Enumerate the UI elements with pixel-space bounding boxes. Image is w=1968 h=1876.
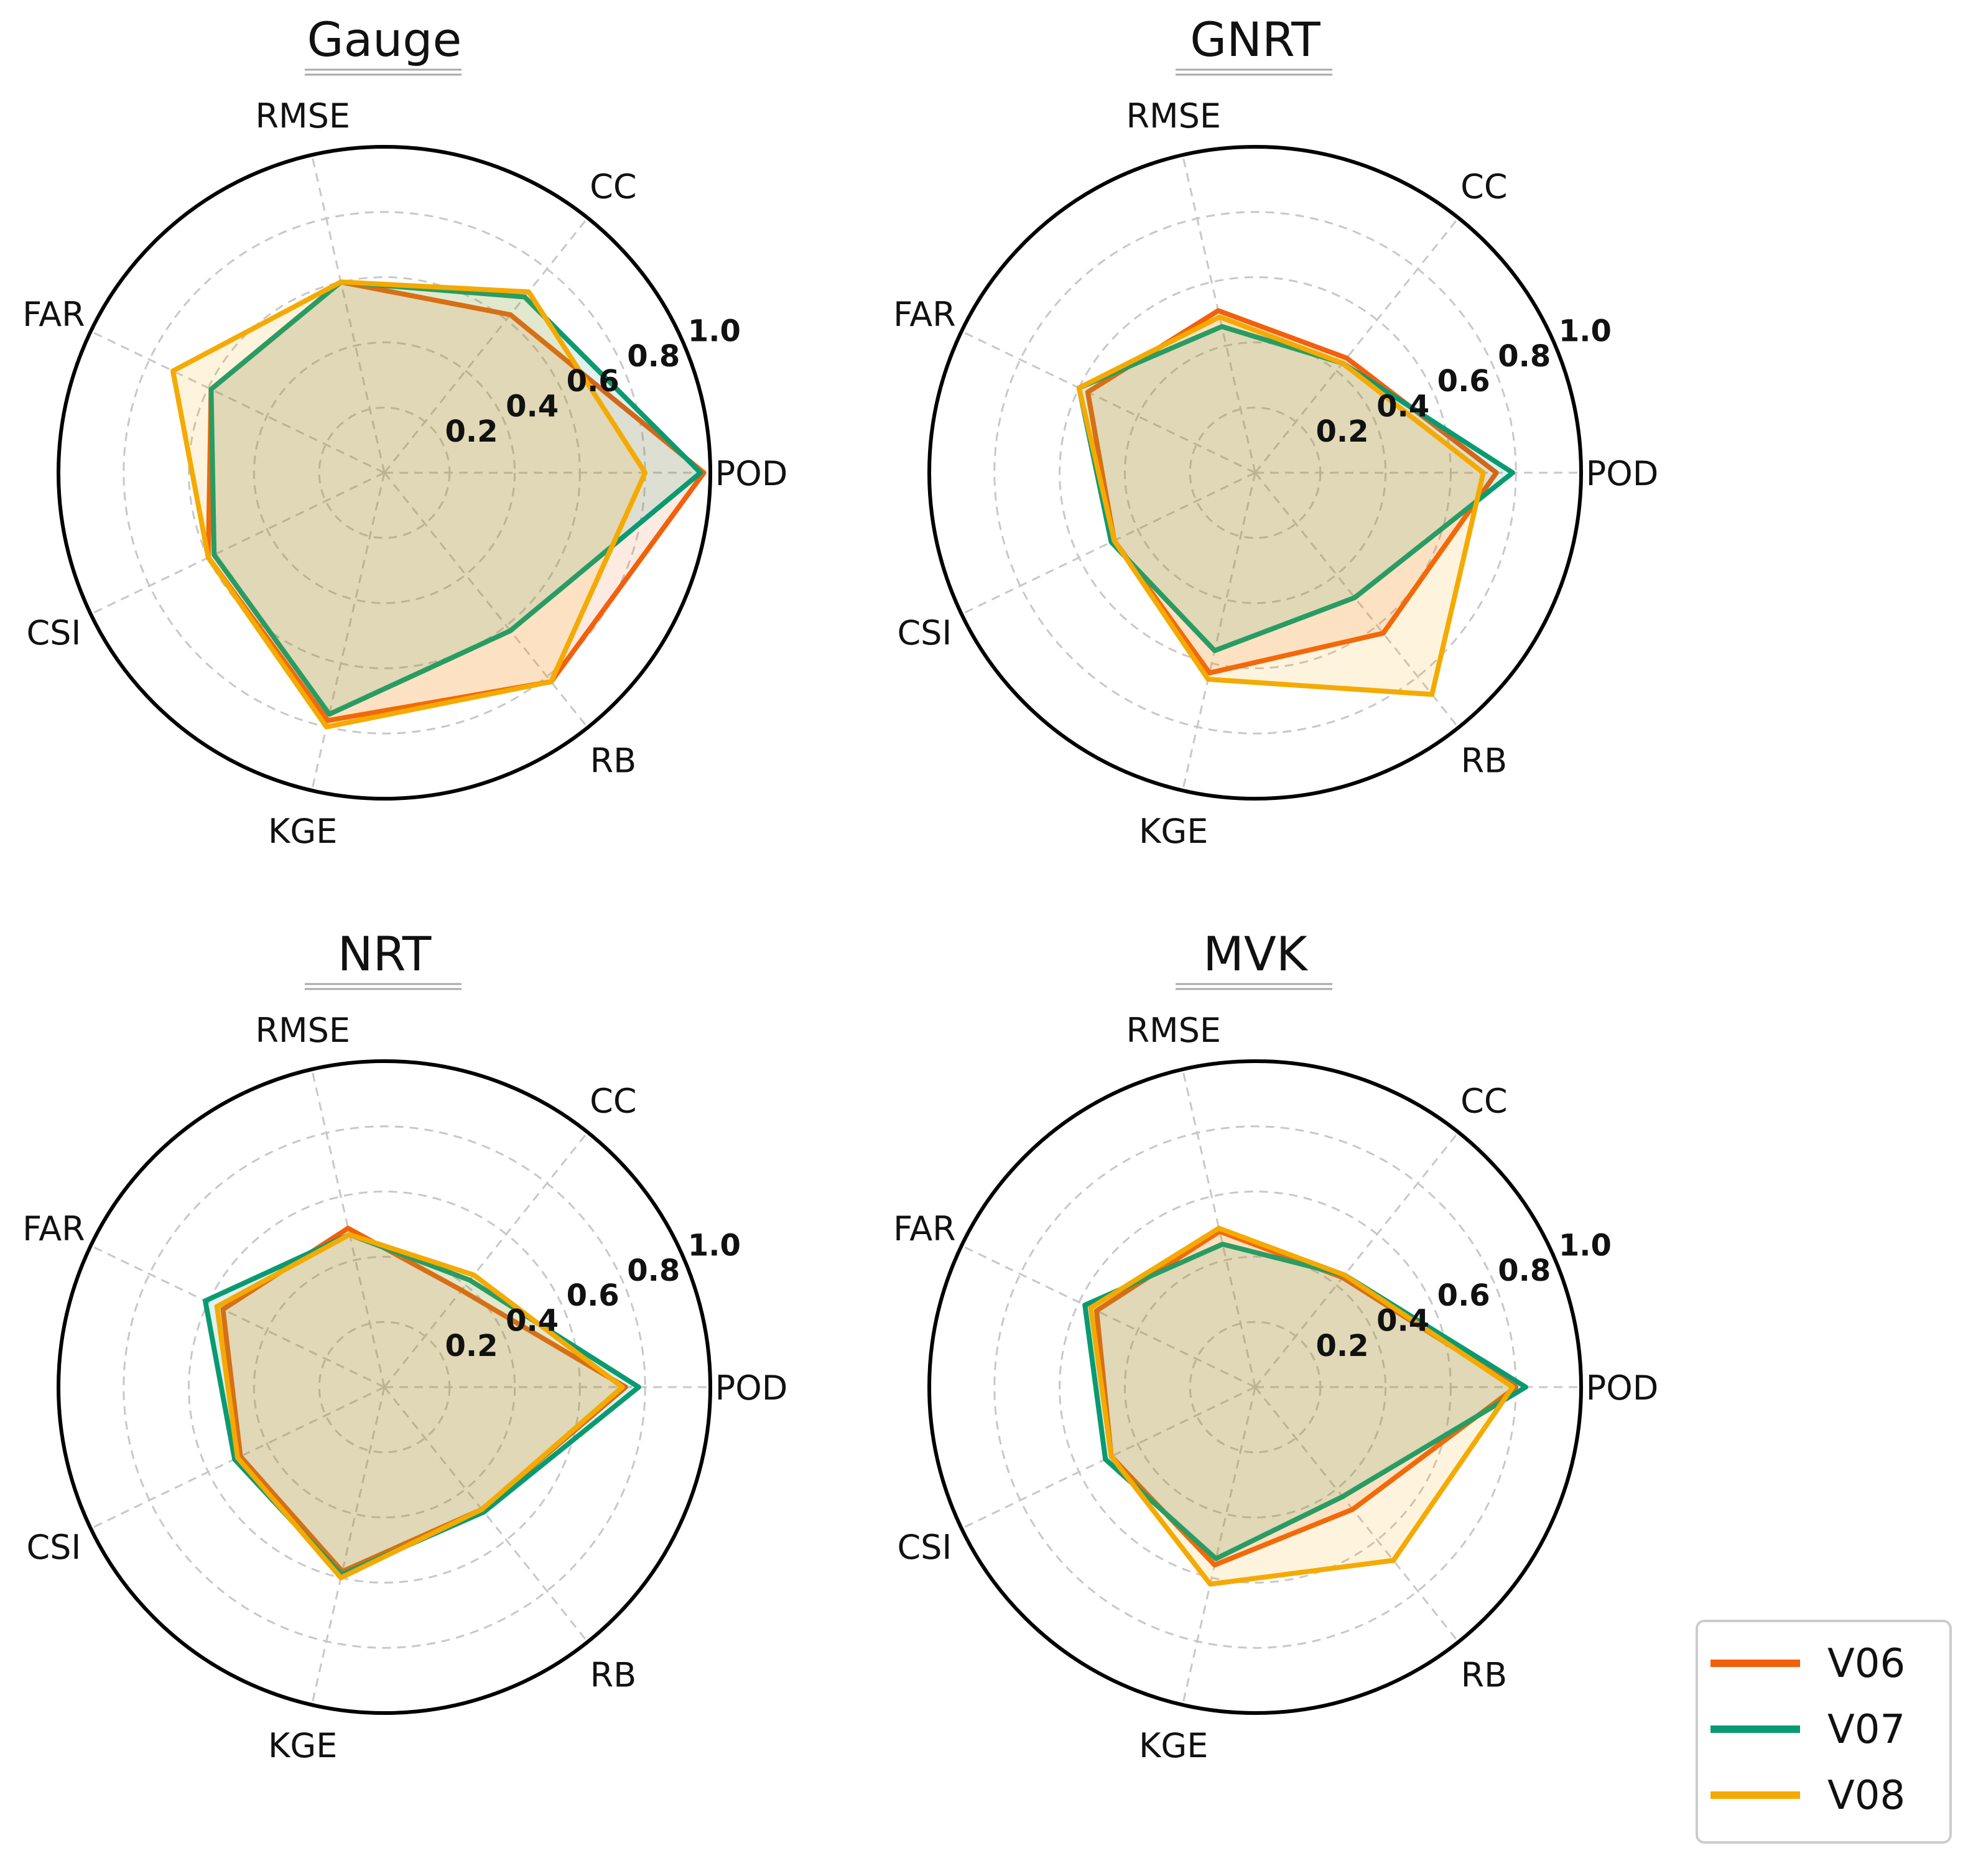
axis-label-rb: RB — [1461, 1655, 1508, 1694]
axis-label-rmse: RMSE — [1126, 96, 1221, 136]
axis-label-kge: KGE — [268, 1726, 337, 1765]
axis-label-cc: CC — [1460, 167, 1507, 207]
grid-ring — [1123, 1255, 1387, 1519]
radial-tick-label: 0.2 — [445, 1329, 498, 1363]
axis-label-pod: POD — [1586, 1368, 1659, 1408]
grid-spoke — [1254, 217, 1459, 473]
series-v08-polygon — [1088, 1225, 1515, 1587]
outer-ring — [57, 1059, 712, 1715]
radial-tick-label: 0.8 — [627, 339, 680, 374]
grid-spoke — [383, 1386, 588, 1643]
axis-label-rb: RB — [590, 1655, 637, 1694]
panel-title: Gauge — [307, 12, 462, 67]
grid-spoke — [90, 330, 385, 474]
radar-panel-gnrt: GNRT POD CC RMSE FAR CSI KGE RB 0.20.40.60.81.0 — [893, 12, 1658, 851]
radial-tick-label: 0.4 — [1376, 1304, 1429, 1339]
radar-panel-nrt: NRT POD CC RMSE FAR CSI KGE RB 0.20.40.60.81.0 — [22, 926, 787, 1765]
radial-tick-label: 1.0 — [688, 313, 741, 348]
panel-title: MVK — [1203, 926, 1309, 982]
panel-title: NRT — [338, 926, 432, 982]
grid-spoke — [90, 471, 385, 615]
grid-spoke — [961, 330, 1256, 474]
grid-spoke — [310, 1386, 386, 1706]
grid-spoke — [310, 154, 386, 473]
axis-label-rb: RB — [590, 741, 637, 780]
radial-tick-label: 1.0 — [1559, 313, 1612, 348]
grid-spoke — [1181, 1069, 1256, 1388]
axis-label-csi: CSI — [26, 613, 81, 652]
radial-tick-label: 0.8 — [627, 1253, 680, 1288]
legend: V06 V07 V08 — [1696, 1620, 1952, 1844]
axis-label-csi: CSI — [897, 1528, 952, 1567]
axis-label-cc: CC — [590, 1082, 636, 1121]
grid-spoke — [1254, 1386, 1459, 1643]
legend-label-v08: V08 — [1827, 1773, 1905, 1819]
series-v07-polygon — [208, 279, 703, 717]
axis-label-pod: POD — [715, 1368, 788, 1408]
legend-label-v07: V07 — [1827, 1707, 1905, 1753]
grid-spoke — [1181, 154, 1256, 473]
panel-title: GNRT — [1190, 12, 1321, 67]
grid-spoke — [1181, 472, 1256, 791]
grid-spoke — [90, 1386, 385, 1530]
axis-label-rb: RB — [1461, 741, 1508, 780]
axis-label-rmse: RMSE — [1126, 1011, 1221, 1050]
grid-ring — [1123, 341, 1387, 605]
grid-spoke — [90, 1245, 385, 1388]
series-v08-polygon — [1076, 314, 1486, 697]
axis-label-rmse: RMSE — [255, 1011, 350, 1050]
radial-tick-label: 0.8 — [1498, 1253, 1551, 1288]
grid-spoke — [961, 1245, 1256, 1388]
axis-label-cc: CC — [1460, 1082, 1507, 1121]
axis-label-far: FAR — [893, 295, 956, 334]
radial-tick-label: 0.4 — [506, 389, 559, 424]
outer-ring — [927, 145, 1583, 801]
radial-tick-label: 0.8 — [1498, 339, 1551, 374]
outer-ring — [57, 145, 712, 801]
radial-tick-label: 0.6 — [567, 1278, 620, 1313]
series-v08-polygon — [214, 1232, 625, 1581]
radial-tick-label: 0.2 — [1316, 1329, 1368, 1363]
outer-ring — [927, 1059, 1583, 1715]
radial-tick-label: 0.2 — [445, 414, 498, 449]
grid-spoke — [383, 217, 588, 473]
axis-label-csi: CSI — [897, 613, 952, 652]
axis-label-csi: CSI — [26, 1528, 81, 1567]
axis-label-kge: KGE — [1139, 1726, 1208, 1765]
grid-spoke — [1254, 472, 1459, 728]
axis-label-far: FAR — [22, 295, 85, 334]
grid-ring — [253, 341, 516, 605]
grid-spoke — [383, 472, 588, 728]
axis-label-pod: POD — [715, 454, 788, 493]
radar-panel-gauge: Gauge POD CC RMSE FAR CSI KGE RB 0.20.40.60.81.0 — [22, 12, 787, 851]
radial-tick-label: 0.2 — [1316, 414, 1368, 449]
radial-tick-label: 1.0 — [688, 1228, 741, 1263]
grid-spoke — [961, 471, 1256, 615]
radar-panel-mvk: MVK POD CC RMSE FAR CSI KGE RB 0.20.40.60.81.0 — [893, 926, 1658, 1765]
radial-tick-label: 0.6 — [1437, 1278, 1490, 1313]
series-v08-polygon — [170, 279, 648, 730]
radial-tick-label: 0.4 — [506, 1304, 559, 1339]
grid-spoke — [310, 1069, 386, 1388]
radial-tick-label: 0.4 — [1376, 389, 1429, 424]
radial-tick-label: 0.6 — [567, 364, 620, 399]
grid-ring — [253, 1255, 516, 1519]
axis-label-far: FAR — [893, 1209, 956, 1248]
grid-spoke — [961, 1386, 1256, 1530]
grid-spoke — [1181, 1386, 1256, 1706]
axis-label-kge: KGE — [1139, 812, 1208, 851]
radial-tick-label: 0.6 — [1437, 364, 1490, 399]
axis-label-cc: CC — [590, 167, 636, 207]
axis-label-kge: KGE — [268, 812, 337, 851]
grid-spoke — [1254, 1131, 1459, 1388]
radial-tick-label: 1.0 — [1559, 1228, 1612, 1263]
axis-label-rmse: RMSE — [255, 96, 350, 136]
legend-label-v06: V06 — [1827, 1641, 1905, 1687]
axis-label-pod: POD — [1586, 454, 1659, 493]
grid-spoke — [383, 1131, 588, 1388]
axis-label-far: FAR — [22, 1209, 85, 1248]
legend-frame — [1696, 1620, 1952, 1844]
grid-spoke — [310, 472, 386, 791]
